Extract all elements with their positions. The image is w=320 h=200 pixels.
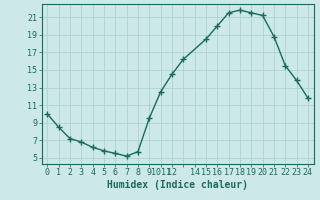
X-axis label: Humidex (Indice chaleur): Humidex (Indice chaleur) (107, 180, 248, 190)
